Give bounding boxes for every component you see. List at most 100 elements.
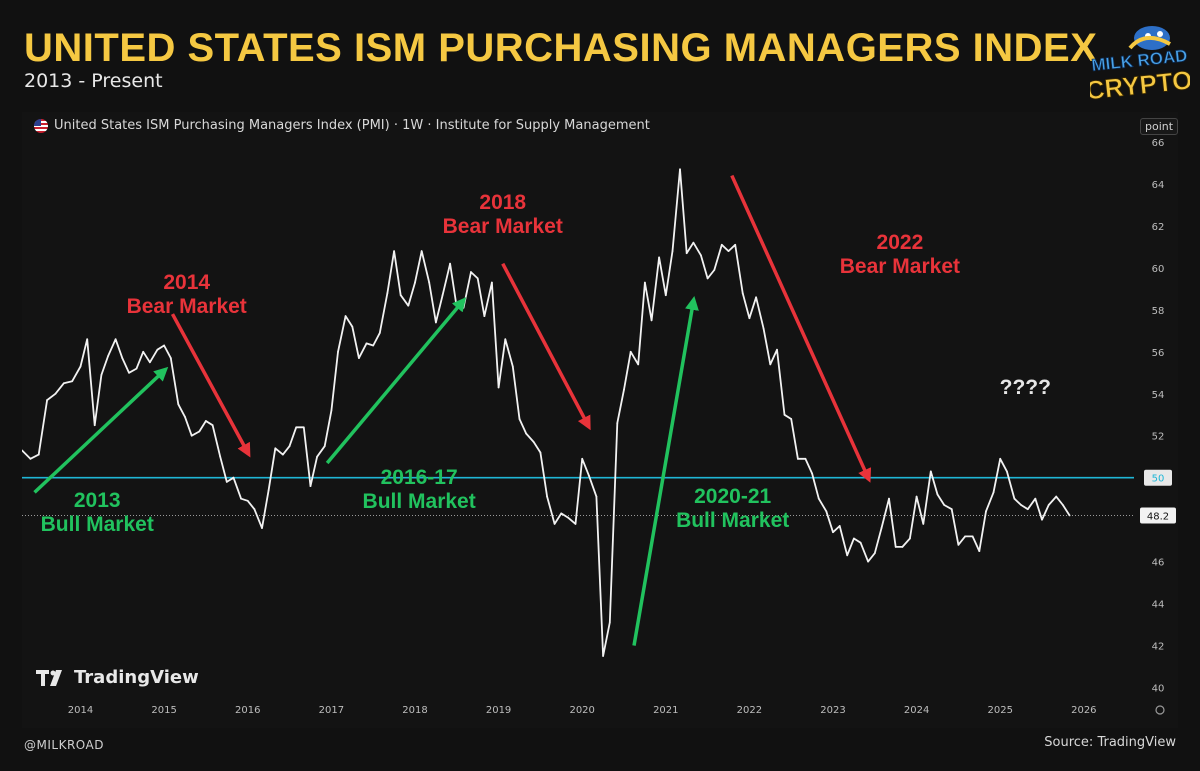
chart-title: UNITED STATES ISM PURCHASING MANAGERS IN… [24, 26, 1098, 70]
data-point [441, 294, 444, 297]
annotation-line: Bear Market [840, 255, 960, 278]
data-point [616, 422, 619, 425]
x-tick-label: 2020 [569, 705, 594, 716]
data-point [950, 508, 953, 511]
data-point [107, 355, 110, 357]
data-point [211, 424, 214, 427]
data-point [420, 250, 423, 253]
trend-arrow [325, 297, 467, 465]
annotation-line: 2013 [74, 489, 121, 512]
footer-source: Source: TradingView [1044, 735, 1176, 750]
market-annotation: ???? [1000, 376, 1051, 399]
data-point [817, 497, 820, 500]
legend-text: United States ISM Purchasing Managers In… [54, 118, 650, 133]
data-point [1062, 504, 1064, 506]
data-point [274, 447, 277, 450]
market-annotation: 2020-21 Bull Market [676, 485, 789, 532]
data-point [1047, 504, 1050, 506]
annotation-line: Bear Market [443, 215, 563, 238]
data-point [734, 243, 737, 246]
data-point [497, 386, 500, 389]
data-point [567, 516, 569, 519]
milk-road-crypto-logo: MILK ROAD CRYPTO [1090, 26, 1190, 106]
unit-label[interactable]: point [1140, 118, 1179, 135]
data-point [658, 256, 661, 259]
x-tick-label: 2022 [737, 705, 762, 716]
data-point [330, 409, 333, 412]
market-annotation: 2022 Bear Market [840, 231, 960, 278]
data-point [323, 445, 326, 448]
data-point [128, 371, 130, 374]
tradingview-icon [36, 669, 62, 686]
pmi-series-line [22, 168, 1071, 657]
data-point [685, 252, 688, 255]
y-tick-label: 42 [1152, 642, 1165, 653]
data-point [776, 348, 778, 351]
data-point [29, 457, 32, 460]
data-point [184, 415, 186, 418]
data-point [142, 350, 145, 353]
market-annotation: 2013 Bull Market [41, 489, 154, 536]
data-point [623, 388, 625, 391]
y-tick-label: 62 [1152, 222, 1165, 233]
data-point [964, 535, 967, 538]
data-point [156, 348, 159, 351]
data-point [637, 363, 640, 366]
data-point [490, 281, 493, 284]
data-point [393, 250, 395, 253]
annotation-line: 2016-17 [381, 466, 458, 489]
data-point [720, 243, 723, 246]
cow-mascot-icon [1128, 26, 1171, 50]
market-annotation: 2014 Bear Market [127, 271, 247, 318]
data-point [518, 418, 521, 420]
y-tick-label: 52 [1152, 432, 1165, 443]
data-point [351, 325, 354, 328]
x-tick-label: 2016 [235, 705, 260, 716]
data-point [1006, 470, 1008, 473]
data-point [700, 254, 702, 257]
data-point [386, 292, 389, 294]
data-point [261, 527, 263, 529]
y-tick-label: 64 [1152, 180, 1165, 191]
market-annotation: 2016-17 Bull Market [363, 466, 476, 513]
data-point [539, 451, 542, 454]
x-tick-label: 2014 [68, 705, 93, 716]
annotation-line: 2014 [163, 271, 210, 294]
trend-arrow [632, 295, 699, 646]
data-point [608, 621, 611, 624]
data-point [198, 430, 201, 433]
data-point [692, 241, 695, 244]
data-point [22, 449, 23, 452]
data-point [135, 367, 138, 370]
annotation-line: ???? [1000, 376, 1051, 399]
annotation-line: 2018 [479, 191, 526, 214]
data-point [629, 350, 632, 353]
data-point [838, 525, 841, 527]
data-point [344, 315, 347, 318]
data-point [470, 271, 472, 273]
data-point [219, 455, 222, 458]
data-point [54, 392, 57, 395]
data-point [378, 332, 381, 334]
data-point [46, 399, 48, 401]
footer-handle: @MILKROAD [24, 738, 104, 752]
x-tick-label: 2015 [151, 705, 176, 716]
trend-arrow [33, 366, 169, 494]
data-point [267, 489, 270, 492]
data-point [37, 453, 40, 456]
data-point [86, 338, 89, 341]
y-tick-label: 60 [1152, 264, 1165, 275]
data-point [846, 554, 849, 557]
data-point [811, 472, 814, 475]
data-point [581, 457, 584, 460]
data-point [957, 543, 960, 546]
trend-arrow [170, 313, 251, 458]
x-tick-label: 2017 [319, 705, 344, 716]
data-point [93, 424, 96, 427]
data-point [859, 541, 862, 544]
reference-badge-label: 50 [1152, 474, 1165, 485]
data-point [428, 281, 431, 284]
data-point [546, 495, 548, 498]
y-tick-label: 54 [1152, 390, 1165, 401]
data-point [713, 269, 716, 271]
